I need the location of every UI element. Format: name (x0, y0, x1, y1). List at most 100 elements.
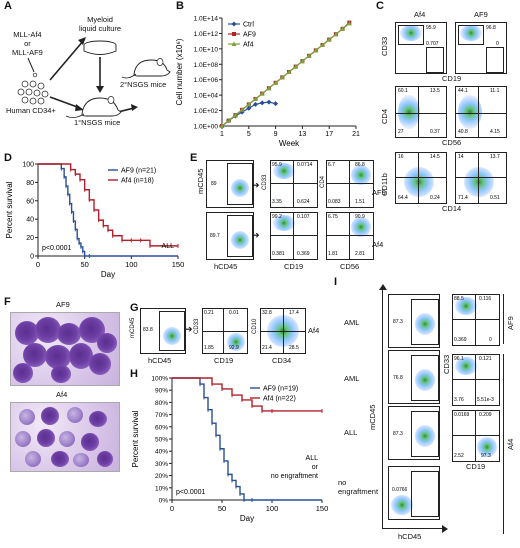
e-af9-p2-q0: 95.9 (272, 162, 282, 168)
y-tick-label: 70% (155, 412, 168, 419)
arrow-culture-to-mice (96, 57, 104, 93)
y-tick-label: 10% (155, 485, 168, 492)
i-row-aml-1: AML (344, 318, 360, 327)
c-af4-r3-q2: 64.4 (398, 195, 408, 201)
i-gate-1: 76.8 (393, 375, 403, 381)
x-axis-label: Week (279, 139, 300, 148)
g-p3-q3: 28.5 (289, 345, 299, 351)
panel-label-c: C (376, 0, 384, 12)
g-p2-q3: 92.9 (229, 345, 239, 351)
c-row1-xlabel: CD19 (442, 74, 462, 83)
y-tick-label: 40 (26, 217, 34, 224)
panel-label-i: I (334, 276, 338, 288)
x-tick-label: 5 (247, 131, 251, 138)
e-ylabel-cd33: CD33 (262, 174, 268, 190)
e-af9-p3-q3: 1.51 (355, 199, 365, 205)
c-af9-r2-q1: 11.1 (490, 88, 500, 94)
e-af9-p3-q1: 86.8 (355, 162, 365, 168)
data-point (273, 101, 279, 107)
c-row2-ylabel: CD4 (380, 108, 389, 124)
data-point (340, 26, 346, 31)
data-point (219, 123, 225, 128)
e-af4-p3-q1: 90.9 (355, 214, 365, 220)
flow-e-af4-cd4: 6.75 90.9 1.81 2.81 (326, 212, 374, 260)
source-line-2: or (24, 39, 31, 48)
flow-c-af9-cd11b-cd14: 14 13.7 71.4 0.51 (455, 152, 507, 204)
i-r-af9-q0: 88.5 (454, 296, 464, 302)
data-point (259, 100, 265, 106)
p-value: p<0.0001 (42, 245, 71, 252)
flow-i-right-af4a: 96.1 0.121 3.76 5.51e-3 (452, 354, 500, 406)
c-af4-r2-q3: 0.37 (430, 129, 440, 135)
x-tick-label: 100 (125, 260, 138, 269)
flow-c-af4-cd33-cd19: 95.9 0.707 (395, 22, 447, 74)
f-label-af4: Af4 (56, 390, 68, 399)
y-tick-label: 100 (22, 162, 34, 169)
legend-label: AF9 (n=19) (263, 386, 298, 393)
e-af4-p3-q0: 6.75 (328, 214, 338, 220)
c-af9-r3-q1: 13.7 (490, 154, 500, 160)
flow-e-af9-hcd45: 89 (206, 160, 254, 208)
g-p2-q0: 0.21 (204, 310, 214, 316)
c-col-af4: Af4 (414, 10, 426, 19)
flow-i-right-af4b: 0.0169 0.209 2.52 97.3 (452, 410, 500, 462)
survival-curve-0 (38, 163, 178, 257)
survival-curve-0 (172, 377, 322, 501)
i-gate-3: 0.0766 (392, 487, 408, 493)
i-label-af4: Af4 (506, 438, 515, 450)
panel-label-g: G (130, 302, 139, 314)
arrow-right-icon: ➔ (252, 230, 260, 240)
e-xlabel-cd19: CD19 (284, 262, 304, 271)
panel-a-source: MLL-Af4 or MLL-AF9 (12, 30, 43, 57)
flow-c-af4-cd11b-cd14: 16 14.5 64.4 0.24 (395, 152, 447, 204)
i-gate-0: 87.3 (393, 319, 403, 325)
data-point (226, 118, 232, 123)
c-af4-r1-q1: 0.707 (426, 41, 439, 47)
c-af9-r2-q0: 44.1 (458, 88, 468, 94)
flow-g-cd33: 0.21 0.01 1.85 92.9 (202, 308, 248, 354)
y-tick-label: 60% (155, 424, 168, 431)
legend-label: Af4 (n=18) (121, 178, 154, 185)
i-r-af9-q1: 0.116 (479, 296, 492, 302)
arrow-right-icon: ➔ (185, 324, 193, 334)
arrow-right-icon: ➔ (252, 180, 260, 190)
x-axis-label: Day (240, 514, 254, 523)
i-r-af4a-q0: 96.1 (454, 356, 464, 362)
mouse-icon-secondary (121, 58, 171, 79)
culture-dish-icon (83, 40, 117, 55)
i-label-af9: AF9 (506, 316, 515, 330)
y-axis-label: Percent survival (131, 410, 140, 467)
data-point (313, 47, 319, 53)
y-tick-label: 0% (159, 498, 169, 505)
e-af4-p2-q2: 0.381 (272, 251, 285, 257)
x-tick-label: 50 (80, 260, 88, 269)
data-point (232, 112, 238, 118)
i-r-af9-q2: 0.369 (454, 337, 467, 343)
human-cells-label: Human CD34+ (6, 106, 56, 115)
end-label: ALL (162, 243, 175, 250)
panel-label-d: D (4, 152, 12, 164)
data-point (266, 85, 272, 91)
g-ylabel-1: mCD45 (130, 317, 136, 338)
data-point (320, 42, 325, 47)
i-left-axis-arrow (379, 284, 387, 290)
g-p3-q2: 21.4 (262, 345, 272, 351)
flow-e-af9-cd4: 6.7 86.8 0.083 1.51 (326, 160, 374, 208)
data-point (293, 64, 299, 69)
legend-label: AF9 (n=21) (121, 168, 156, 175)
flow-g-cd10: 32.8 17.4 21.4 28.5 (260, 308, 306, 354)
data-point (306, 53, 312, 58)
e-af9-p3-q0: 6.7 (328, 162, 335, 168)
flow-i-aml-af4: 76.8 (388, 350, 440, 404)
source-line-3: MLL-AF9 (12, 48, 43, 57)
e-xlabel-main: hCD45 (214, 262, 238, 271)
arrow-to-primary-mice (49, 96, 84, 111)
y-tick-label: 1.0E+02 (194, 108, 219, 115)
x-tick-label: 0 (36, 260, 40, 269)
i-r-af9-q3: 0 (489, 337, 492, 343)
c-col-af9: AF9 (474, 10, 488, 19)
flow-c-af9-cd33-cd19: 96.8 0 (455, 22, 507, 74)
data-point (253, 96, 258, 101)
x-tick-label: 0 (170, 504, 174, 513)
i-r-af4a-q2: 3.76 (454, 397, 464, 403)
